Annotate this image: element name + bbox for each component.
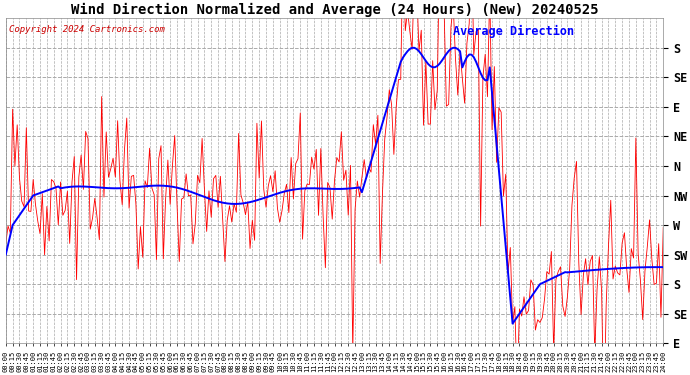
Title: Wind Direction Normalized and Average (24 Hours) (New) 20240525: Wind Direction Normalized and Average (2… (70, 3, 598, 17)
Text: Copyright 2024 Cartronics.com: Copyright 2024 Cartronics.com (9, 25, 165, 34)
Text: Average Direction: Average Direction (453, 25, 574, 38)
